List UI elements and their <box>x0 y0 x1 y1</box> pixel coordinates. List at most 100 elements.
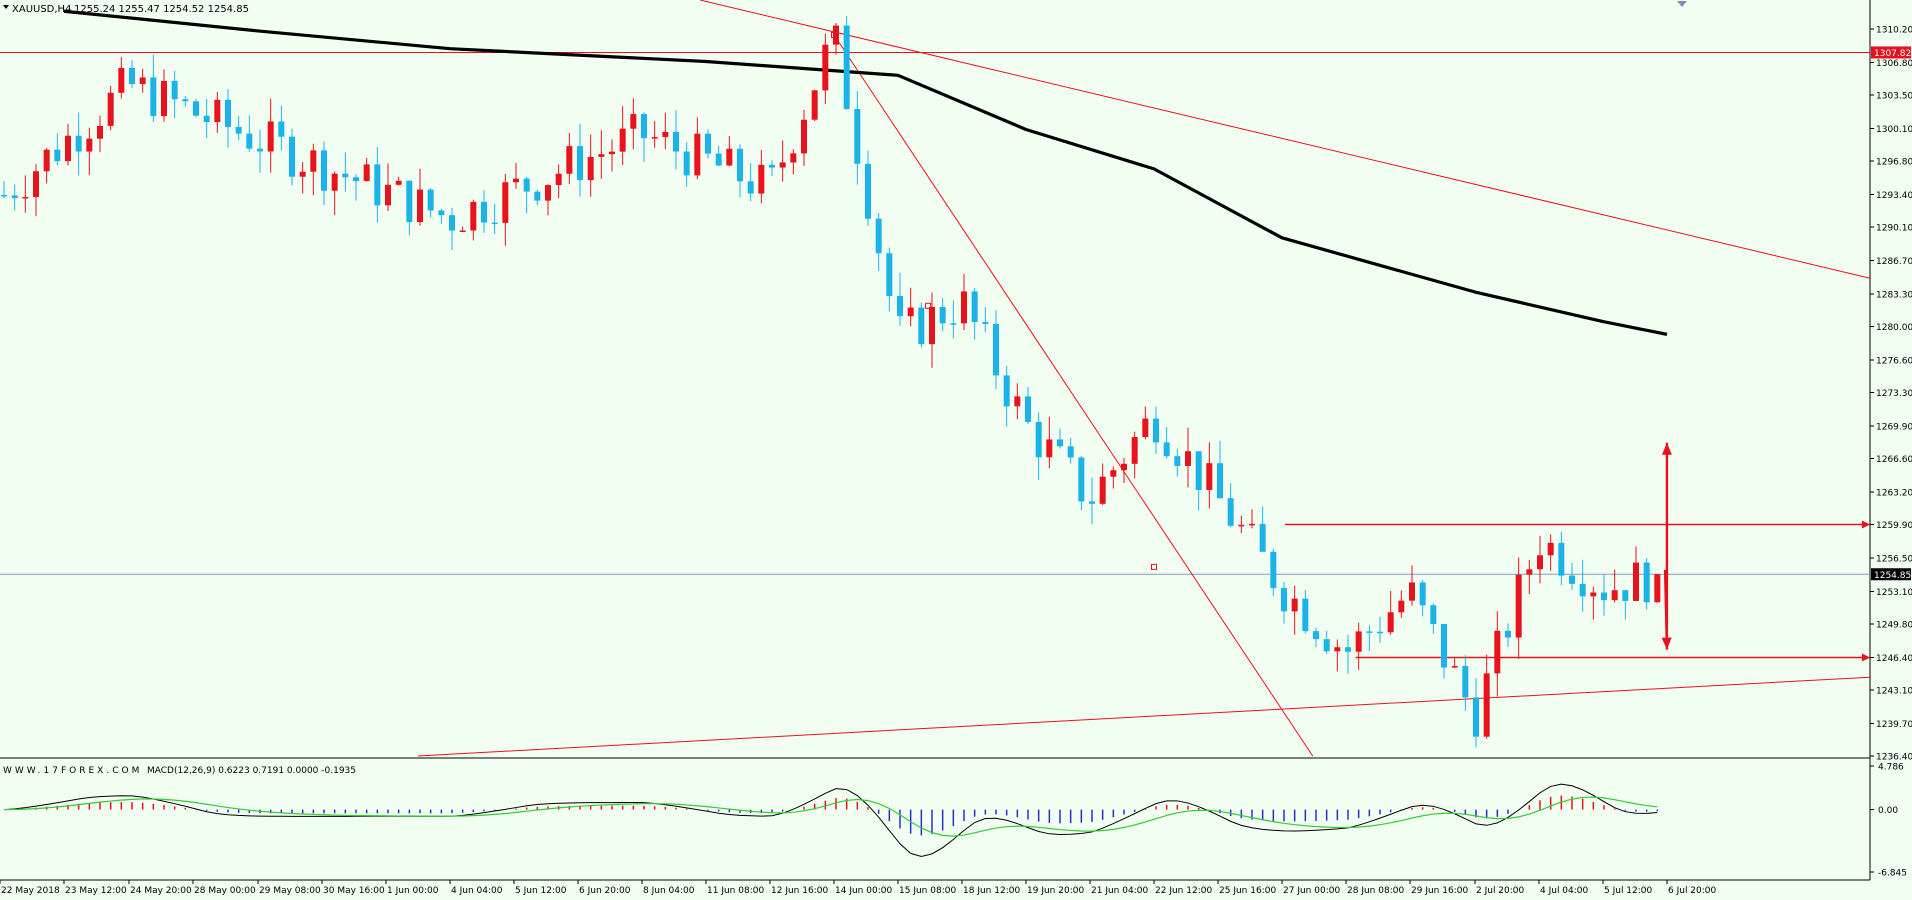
candle-body <box>939 307 946 324</box>
price-tick-label: 1286.70 <box>1876 257 1912 267</box>
candle-body <box>790 153 797 163</box>
price-tick-label: 1273.30 <box>1876 389 1912 399</box>
candle-body <box>75 135 82 152</box>
macd-pane <box>3 783 1659 858</box>
candle-body <box>65 135 71 162</box>
steep-downtrend-line[interactable] <box>833 34 1314 757</box>
candle-body <box>1014 396 1021 407</box>
macd-tick-label: 0.00 <box>1878 806 1898 816</box>
candle-body <box>417 189 423 223</box>
trend-anchor-handle[interactable] <box>925 302 932 309</box>
chart-header: XAUUSD,H4 1255.24 1255.47 1254.52 1254.8… <box>3 1 1687 15</box>
candle-body <box>619 128 626 152</box>
range-top-arrowhead <box>1862 520 1870 529</box>
candle-body <box>961 291 967 324</box>
price-tick-label: 1256.50 <box>1876 554 1912 564</box>
candle-body <box>993 324 999 376</box>
candle-body <box>1633 562 1639 601</box>
macd-tick-label: 4.786 <box>1878 763 1904 773</box>
descending-channel-top[interactable] <box>699 0 1871 279</box>
candle-body <box>86 138 93 152</box>
candle-body <box>363 164 370 182</box>
candle-body <box>1142 418 1149 438</box>
ascending-support-line[interactable] <box>417 676 1871 757</box>
price-tick-label: 1283.30 <box>1876 290 1912 300</box>
candle-body <box>1558 542 1565 576</box>
dropdown-triangle-icon[interactable] <box>3 5 9 9</box>
time-tick-label: 29 May 08:00 <box>259 886 321 896</box>
candle-body <box>758 164 765 194</box>
time-tick-label: 29 Jun 16:00 <box>1411 886 1468 896</box>
time-tick-label: 11 Jun 08:00 <box>707 886 764 896</box>
candle-body <box>598 154 605 157</box>
candle-body <box>769 164 775 168</box>
candle-body <box>683 151 690 176</box>
ohlc-label: 1255.24 1255.47 1254.52 1254.85 <box>74 4 249 15</box>
time-tick-label: 1 Jun 00:00 <box>387 886 439 896</box>
candle-body <box>1270 551 1277 589</box>
shift-marker-icon <box>1677 1 1687 7</box>
candle-body <box>406 180 413 223</box>
candle-body <box>438 210 445 216</box>
candle-body <box>481 201 487 223</box>
price-tick-label: 1296.80 <box>1876 158 1912 168</box>
candle-body <box>1323 639 1330 652</box>
candle-body <box>1345 647 1351 652</box>
candle-body <box>630 114 637 129</box>
candle-body <box>1569 575 1575 584</box>
candle-body <box>1483 673 1490 737</box>
candle-body <box>225 99 231 127</box>
time-tick-label: 22 May 2018 <box>1 886 60 896</box>
candle-body <box>1291 598 1298 612</box>
time-tick-label: 8 Jun 04:00 <box>643 886 695 896</box>
candle-body <box>289 136 295 177</box>
candle-body <box>929 307 935 345</box>
candle-body <box>22 196 29 199</box>
price-tick-label: 1310.20 <box>1876 26 1912 36</box>
price-tick-label: 1276.60 <box>1876 356 1912 366</box>
candle-body <box>449 215 455 231</box>
candle-body <box>321 150 327 191</box>
main-pane <box>0 0 1871 881</box>
candle-body <box>1526 569 1533 575</box>
symbol-label: XAUUSD,H4 <box>12 4 71 15</box>
trend-anchor-handle[interactable] <box>1151 563 1157 570</box>
projection-up-arrowhead <box>1661 442 1672 455</box>
candle-body <box>673 131 679 152</box>
price-tick-label: 1239.70 <box>1876 720 1912 730</box>
candle-body <box>299 171 306 177</box>
candle-body <box>918 307 925 345</box>
candle-body <box>1195 451 1202 490</box>
candle-body <box>971 291 978 323</box>
candle-body <box>203 115 210 123</box>
candle-body <box>747 181 754 194</box>
range-bottom-arrowhead <box>1862 653 1870 662</box>
time-tick-label: 2 Jul 20:00 <box>1476 886 1525 896</box>
time-tick-label: 6 Jun 20:00 <box>579 886 631 896</box>
candle-body <box>1462 666 1469 698</box>
candle-body <box>1643 562 1650 603</box>
macd-watermark: WWW.17FOREX.COM <box>3 766 142 776</box>
candle-body <box>907 307 914 317</box>
candle-body <box>1281 588 1287 612</box>
candle-body <box>555 173 562 186</box>
candle-body <box>193 101 199 116</box>
candle-body <box>897 296 903 317</box>
candle-body <box>214 99 221 123</box>
candle-body <box>1451 666 1458 668</box>
price-tick-label: 1259.90 <box>1876 521 1912 531</box>
candle-body <box>118 67 125 93</box>
candle-body <box>470 201 477 231</box>
candle-body <box>715 153 722 166</box>
trend-lines <box>417 0 1871 757</box>
candle-body <box>353 177 359 182</box>
price-tick-label: 1269.90 <box>1876 422 1912 432</box>
candle-body <box>1131 437 1138 464</box>
macd-header: WWW.17FOREX.COM MACD(12,26,9) 0.6223 0.7… <box>3 766 356 776</box>
price-tick-label: 1293.40 <box>1876 191 1912 201</box>
candle-body <box>1163 442 1170 457</box>
candle-body <box>534 191 541 201</box>
candle-body <box>1 194 7 197</box>
price-axis: 1310.20 1306.80 1303.50 1300.10 1296.80 1293.… <box>1870 26 1912 763</box>
